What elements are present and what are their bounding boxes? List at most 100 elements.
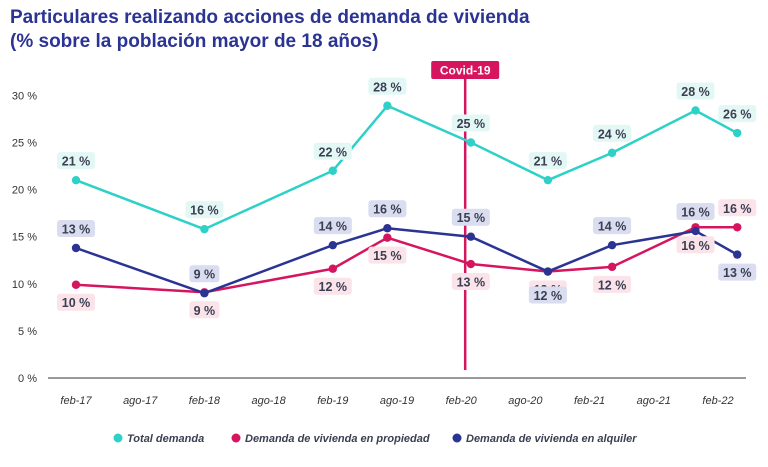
x-tick-label: ago-19	[380, 395, 414, 407]
data-label-bg	[57, 293, 95, 311]
data-point	[466, 232, 476, 241]
data-label-bg	[185, 201, 224, 219]
legend-marker	[452, 433, 462, 443]
data-point	[328, 264, 337, 273]
data-point	[383, 224, 392, 233]
data-label-bg	[368, 246, 407, 264]
data-label-bg	[676, 203, 715, 221]
data-label: 16 %	[723, 202, 752, 216]
data-label-bg	[718, 263, 757, 281]
x-tick-label: ago-21	[637, 395, 671, 407]
data-point	[71, 280, 81, 289]
chart-title-line1: Particulares realizando acciones de dema…	[10, 7, 530, 28]
y-tick-label: 15 %	[12, 232, 37, 244]
data-label-bg	[718, 199, 757, 217]
data-label-bg	[593, 124, 632, 142]
data-label-bg	[57, 220, 95, 238]
data-point	[71, 243, 81, 253]
data-label: 13 %	[457, 276, 486, 290]
data-label-bg	[313, 277, 352, 295]
x-tick-label: ago-20	[508, 395, 543, 407]
x-tick-label: feb-17	[60, 395, 92, 407]
legend-marker	[113, 433, 123, 443]
y-tick-label: 0 %	[18, 373, 37, 385]
x-tick-label: feb-21	[574, 395, 605, 407]
data-label: 9 %	[194, 304, 216, 318]
legend-label: Total demanda	[127, 433, 204, 445]
data-point	[200, 289, 209, 298]
data-point	[383, 233, 392, 242]
y-tick-label: 5 %	[18, 326, 37, 338]
data-point	[543, 175, 553, 185]
data-point	[607, 262, 617, 272]
data-point	[200, 224, 209, 234]
data-label-bg	[451, 208, 490, 226]
data-label: 15 %	[457, 211, 486, 225]
data-label: 13 %	[62, 223, 91, 237]
data-label: 28 %	[373, 80, 402, 94]
legend-label: Demanda de vivienda en alquiler	[466, 433, 637, 445]
data-label: 21 %	[62, 155, 91, 169]
data-label: 12 %	[319, 280, 348, 294]
data-label-bg	[57, 152, 95, 170]
data-label-bg	[593, 275, 632, 293]
legend-label: Demanda de vivienda en propiedad	[245, 433, 430, 445]
x-tick-label: ago-17	[123, 395, 158, 407]
x-tick-label: feb-22	[702, 395, 733, 407]
y-tick-label: 30 %	[12, 90, 37, 102]
data-point	[383, 101, 392, 110]
data-label-bg	[313, 217, 352, 235]
x-tick-label: feb-18	[189, 395, 221, 407]
data-label: 16 %	[190, 204, 219, 218]
data-label: 26 %	[723, 108, 752, 122]
series-line-2	[75, 226, 738, 295]
data-label: 16 %	[373, 203, 402, 217]
covid-label-box	[431, 61, 500, 79]
data-label-bg	[313, 142, 352, 160]
data-point	[328, 240, 337, 250]
data-label-bg	[451, 273, 490, 291]
data-label: 13 %	[723, 266, 752, 280]
series-line-0	[75, 104, 738, 231]
data-label-bg	[718, 105, 757, 123]
x-tick-label: ago-18	[251, 395, 286, 407]
data-label-bg	[189, 265, 220, 283]
data-point	[71, 175, 81, 185]
data-point	[607, 240, 617, 250]
data-label-bg	[676, 82, 715, 100]
data-point	[543, 267, 553, 276]
data-point	[328, 166, 337, 175]
data-point	[691, 226, 700, 236]
data-label: 14 %	[319, 220, 348, 234]
data-label: 12 %	[534, 289, 563, 303]
data-point	[733, 223, 742, 232]
data-label-bg	[451, 114, 490, 132]
covid-label: Covid-19	[440, 64, 491, 78]
data-label: 25 %	[457, 117, 486, 131]
data-label: 16 %	[681, 206, 710, 220]
data-point	[733, 128, 742, 138]
data-label: 22 %	[319, 145, 348, 159]
data-label: 9 %	[194, 268, 216, 282]
data-point	[466, 259, 476, 269]
x-tick-label: feb-20	[446, 395, 478, 407]
data-label: 14 %	[598, 220, 627, 234]
data-label: 28 %	[681, 85, 710, 99]
data-label: 24 %	[598, 127, 627, 141]
data-label-bg	[528, 152, 567, 170]
data-point	[691, 106, 700, 115]
chart-title: Particulares realizando acciones de dema…	[10, 6, 750, 54]
data-label-bg	[528, 286, 567, 304]
y-tick-label: 20 %	[12, 185, 37, 197]
data-point	[466, 138, 476, 147]
data-label-bg	[368, 77, 407, 95]
data-label-bg	[368, 200, 407, 218]
legend-marker	[231, 433, 241, 443]
x-tick-label: feb-19	[317, 395, 348, 407]
data-label-bg	[676, 236, 715, 254]
data-label: 16 %	[681, 239, 710, 253]
data-label-bg	[189, 301, 220, 319]
data-point	[607, 148, 617, 158]
data-point	[733, 250, 742, 259]
